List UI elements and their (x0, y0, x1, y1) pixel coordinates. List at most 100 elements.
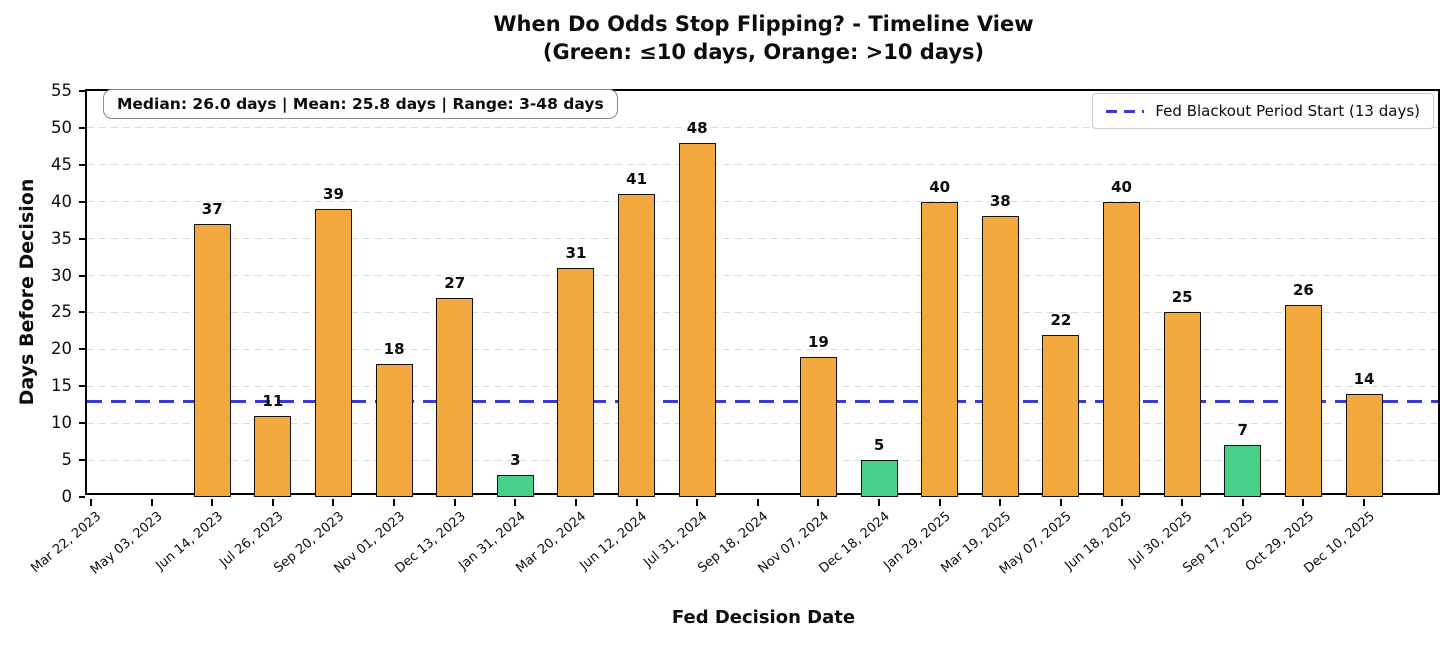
x-tick-mark (271, 499, 274, 506)
x-tick-mark (514, 499, 517, 506)
gridline (87, 238, 1438, 240)
gridline (87, 201, 1438, 203)
y-tick-mark (79, 385, 85, 388)
gridline (87, 275, 1438, 277)
y-tick-mark (79, 163, 85, 166)
x-tick-mark (150, 499, 153, 506)
bar (981, 216, 1019, 497)
x-tick-mark (211, 499, 214, 506)
y-tick-label: 10 (51, 413, 72, 433)
bar (314, 209, 352, 497)
y-tick-label: 35 (51, 228, 72, 248)
bar-value-label: 7 (1237, 421, 1248, 440)
gridline (87, 385, 1438, 387)
x-tick-mark (332, 499, 335, 506)
bar-value-label: 19 (808, 332, 829, 351)
y-tick-label: 55 (51, 81, 72, 100)
bar (436, 297, 474, 497)
x-tick-mark (635, 499, 638, 506)
gridline (87, 311, 1438, 313)
plot-area: 37 11 39 18 27 3 31 41 48 19 5 40 38 22 40 25 7 26 14 (85, 89, 1440, 497)
y-tick-mark (79, 459, 85, 462)
gridline (87, 127, 1438, 129)
legend-label: Fed Blackout Period Start (13 days) (1155, 102, 1420, 120)
bar (860, 460, 898, 497)
y-tick-mark (79, 126, 85, 129)
gridline (87, 164, 1438, 166)
bar-value-label: 18 (383, 340, 405, 359)
bar-value-label: 25 (1171, 288, 1193, 307)
bar-value-label: 48 (686, 118, 708, 137)
y-tick-label: 5 (61, 450, 73, 470)
bar-value-label: 39 (323, 185, 344, 204)
bar (557, 268, 595, 497)
y-tick-mark (79, 348, 85, 351)
bar-value-label: 41 (626, 170, 648, 189)
y-tick-mark (79, 90, 85, 92)
x-tick-mark (1302, 499, 1305, 506)
bar (1163, 312, 1201, 497)
bar-value-label: 14 (1353, 369, 1375, 388)
x-tick-mark (756, 499, 759, 506)
x-tick-mark (393, 499, 396, 506)
legend: Fed Blackout Period Start (13 days) (1092, 93, 1434, 129)
bar (193, 223, 231, 497)
x-tick-mark (1181, 499, 1184, 506)
y-tick-mark (79, 311, 85, 314)
bar (1224, 445, 1262, 497)
bar (496, 474, 534, 497)
y-tick-label: 45 (51, 154, 72, 174)
bar-value-label: 31 (565, 244, 587, 263)
bar-value-label: 27 (444, 273, 466, 292)
chart-title: When Do Odds Stop Flipping? - Timeline V… (493, 12, 1034, 36)
blackout-threshold-line (87, 399, 1438, 403)
bar-value-label: 37 (201, 199, 223, 218)
x-tick-mark (999, 499, 1002, 506)
bar (1103, 201, 1141, 497)
bar (921, 201, 959, 497)
bar-value-label: 26 (1292, 281, 1314, 300)
x-tick-mark (453, 499, 456, 506)
x-tick-mark (938, 499, 941, 506)
x-tick-mark (90, 499, 92, 506)
stats-box: Median: 26.0 days | Mean: 25.8 days | Ra… (103, 89, 618, 119)
bar-value-label: 3 (510, 450, 521, 469)
x-tick-mark (696, 499, 699, 506)
x-tick-mark (574, 499, 577, 506)
bar-value-label: 40 (929, 177, 951, 196)
x-tick-mark (1241, 499, 1244, 506)
bar (618, 194, 656, 497)
bar (1284, 305, 1322, 497)
x-tick-mark (1059, 499, 1062, 506)
y-tick-mark (79, 496, 85, 498)
bar-value-label: 5 (873, 436, 885, 455)
bar-value-label: 38 (989, 192, 1011, 211)
blackout-dashed-line-icon (1106, 109, 1145, 113)
bar (254, 415, 292, 497)
chart-subtitle: (Green: ≤10 days, Orange: >10 days) (542, 40, 985, 64)
bar-value-label: 22 (1050, 310, 1072, 329)
x-tick-mark (1363, 499, 1366, 506)
y-tick-label: 20 (51, 339, 72, 359)
x-tick-mark (1120, 499, 1123, 506)
y-axis-title: Days Before Decision (16, 178, 38, 406)
y-tick-mark (79, 274, 85, 277)
gridline (87, 459, 1438, 461)
bar (799, 356, 837, 497)
bar (678, 142, 716, 497)
gridline (87, 422, 1438, 424)
y-tick-mark (79, 237, 85, 240)
y-tick-label: 25 (51, 302, 72, 322)
bar-value-label: 40 (1111, 177, 1132, 196)
x-tick-mark (817, 499, 820, 506)
bar-value-label: 11 (262, 391, 284, 410)
gridline (87, 348, 1438, 350)
bar (1345, 393, 1383, 497)
y-tick-label: 50 (51, 117, 72, 137)
y-tick-label: 0 (61, 487, 73, 506)
bar (375, 364, 413, 497)
x-tick-mark (878, 499, 881, 506)
y-tick-mark (79, 422, 85, 425)
y-tick-label: 40 (51, 191, 72, 211)
